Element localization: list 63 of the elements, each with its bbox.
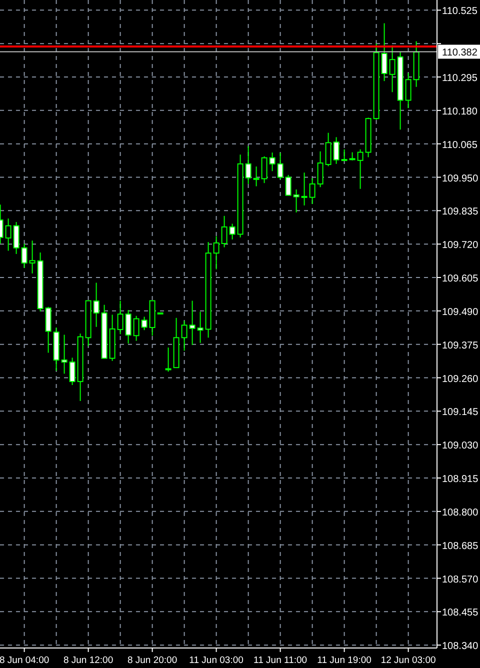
- candlestick: [189, 300, 196, 346]
- candlestick: [301, 172, 308, 206]
- candlestick: [381, 22, 388, 82]
- candlestick: [69, 357, 76, 386]
- candlestick: [141, 316, 148, 331]
- candlestick: [261, 156, 268, 184]
- candlestick: [229, 223, 236, 240]
- candlestick: [5, 218, 12, 252]
- y-tick-label: 109.720: [442, 240, 479, 252]
- candlestick: [133, 315, 140, 342]
- candlestick: [245, 146, 252, 184]
- y-tick-label: 108.915: [442, 474, 479, 486]
- candlestick: [333, 136, 340, 164]
- candlestick: [45, 306, 52, 354]
- y-tick-label: 108.455: [442, 608, 479, 619]
- candlestick: [93, 282, 100, 328]
- candlestick: [277, 152, 284, 180]
- candlestick: [181, 320, 188, 352]
- x-tick-label: 11 Jun 03:00: [189, 655, 244, 666]
- y-tick-label: 109.950: [442, 173, 479, 184]
- candlestick: [221, 215, 228, 248]
- candlestick: [325, 132, 332, 167]
- ref-line-label: 110.382: [442, 48, 478, 59]
- y-tick-label: 109.835: [442, 206, 479, 218]
- candlestick: [293, 188, 300, 213]
- y-tick-label: 110.065: [442, 140, 478, 151]
- candlestick: [117, 300, 124, 335]
- candlestick: [197, 311, 204, 344]
- x-tick-label: 8 Jun 12:00: [63, 655, 114, 666]
- y-tick-label: 108.570: [442, 574, 479, 586]
- candlestick: [405, 72, 412, 109]
- y-tick-label: 109.490: [442, 306, 479, 318]
- candlestick: [29, 240, 36, 274]
- y-tick-label: 109.260: [442, 374, 479, 385]
- candlestick: [213, 236, 220, 270]
- y-tick-label: 110.295: [442, 73, 478, 84]
- candlestick: [125, 310, 132, 344]
- y-tick-label: 108.685: [442, 540, 479, 552]
- y-tick-label: 109.145: [442, 407, 479, 418]
- y-tick-label: 110.525: [442, 6, 478, 18]
- x-tick-label: 11 Jun 11:00: [254, 655, 308, 666]
- candlestick: [269, 152, 276, 172]
- candlestick: [21, 243, 28, 268]
- candlestick: [253, 166, 260, 187]
- y-tick-label: 109.375: [442, 340, 479, 352]
- y-tick-label: 108.340: [442, 641, 479, 652]
- x-tick-label: 8 Jun 04:00: [0, 655, 50, 666]
- candlestick: [165, 347, 172, 372]
- y-tick-label: 109.030: [442, 440, 479, 452]
- x-tick-label: 8 Jun 20:00: [127, 655, 178, 666]
- x-tick-label: 11 Jun 19:00: [317, 655, 372, 666]
- candlestick: [341, 148, 348, 162]
- candlestick: [317, 150, 324, 188]
- y-tick-label: 110.180: [442, 106, 478, 118]
- y-tick-label: 108.800: [442, 507, 479, 518]
- candlestick: [309, 178, 316, 204]
- candlestick: [61, 334, 68, 374]
- candlestick: [357, 148, 364, 190]
- candlestick: [285, 174, 292, 196]
- candlestick: [389, 44, 396, 93]
- candlestick: [13, 222, 20, 254]
- x-tick-label: 12 Jun 03:00: [380, 655, 436, 666]
- y-tick-label: 109.605: [442, 274, 479, 285]
